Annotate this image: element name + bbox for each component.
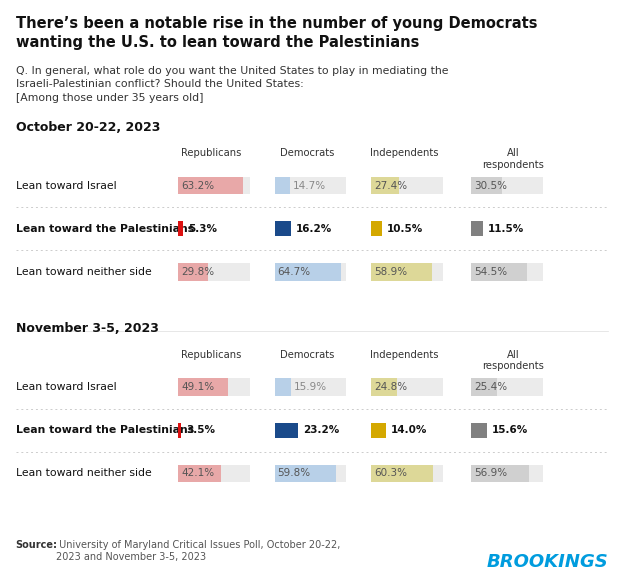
Text: 10.5%: 10.5%	[387, 224, 423, 234]
Text: 14.7%: 14.7%	[293, 181, 326, 191]
Text: Lean toward Israel: Lean toward Israel	[16, 382, 116, 392]
Text: 24.8%: 24.8%	[374, 382, 407, 392]
Text: 49.1%: 49.1%	[181, 382, 214, 392]
Text: All
respondents: All respondents	[482, 350, 544, 371]
Text: 54.5%: 54.5%	[474, 267, 507, 277]
Text: Democrats: Democrats	[280, 350, 335, 359]
Text: Independents: Independents	[370, 350, 439, 359]
Text: 16.2%: 16.2%	[296, 224, 333, 234]
Text: Lean toward neither side: Lean toward neither side	[16, 267, 152, 277]
Text: 60.3%: 60.3%	[374, 468, 407, 478]
Text: Republicans: Republicans	[181, 148, 241, 158]
Text: Lean toward Israel: Lean toward Israel	[16, 181, 116, 191]
Text: BROOKINGS: BROOKINGS	[487, 553, 608, 571]
Text: Republicans: Republicans	[181, 350, 241, 359]
Text: 11.5%: 11.5%	[488, 224, 524, 234]
Text: 42.1%: 42.1%	[181, 468, 214, 478]
Text: Source:: Source:	[16, 540, 57, 550]
Text: October 20-22, 2023: October 20-22, 2023	[16, 121, 160, 134]
Text: 23.2%: 23.2%	[303, 425, 339, 435]
Text: There’s been a notable rise in the number of young Democrats
wanting the U.S. to: There’s been a notable rise in the numbe…	[16, 16, 537, 49]
Text: Q. In general, what role do you want the United States to play in mediating the
: Q. In general, what role do you want the…	[16, 66, 448, 102]
Text: 27.4%: 27.4%	[374, 181, 407, 191]
Text: Independents: Independents	[370, 148, 439, 158]
Text: 25.4%: 25.4%	[474, 382, 507, 392]
Text: All
respondents: All respondents	[482, 148, 544, 170]
Text: 30.5%: 30.5%	[474, 181, 507, 191]
Text: 15.6%: 15.6%	[492, 425, 529, 435]
Text: 29.8%: 29.8%	[181, 267, 214, 277]
Text: Lean toward the Palestinians: Lean toward the Palestinians	[16, 224, 193, 234]
Text: 5.3%: 5.3%	[188, 224, 217, 234]
Text: 56.9%: 56.9%	[474, 468, 507, 478]
Text: November 3-5, 2023: November 3-5, 2023	[16, 322, 158, 335]
Text: Lean toward the Palestinians: Lean toward the Palestinians	[16, 425, 193, 435]
Text: Lean toward neither side: Lean toward neither side	[16, 468, 152, 478]
Text: 58.9%: 58.9%	[374, 267, 407, 277]
Text: 59.8%: 59.8%	[278, 468, 311, 478]
Text: 3.5%: 3.5%	[187, 425, 215, 435]
Text: 14.0%: 14.0%	[391, 425, 427, 435]
Text: University of Maryland Critical Issues Poll, October 20-22,
2023 and November 3-: University of Maryland Critical Issues P…	[56, 540, 341, 562]
Text: 15.9%: 15.9%	[294, 382, 327, 392]
Text: 63.2%: 63.2%	[181, 181, 214, 191]
Text: Democrats: Democrats	[280, 148, 335, 158]
Text: 64.7%: 64.7%	[278, 267, 311, 277]
